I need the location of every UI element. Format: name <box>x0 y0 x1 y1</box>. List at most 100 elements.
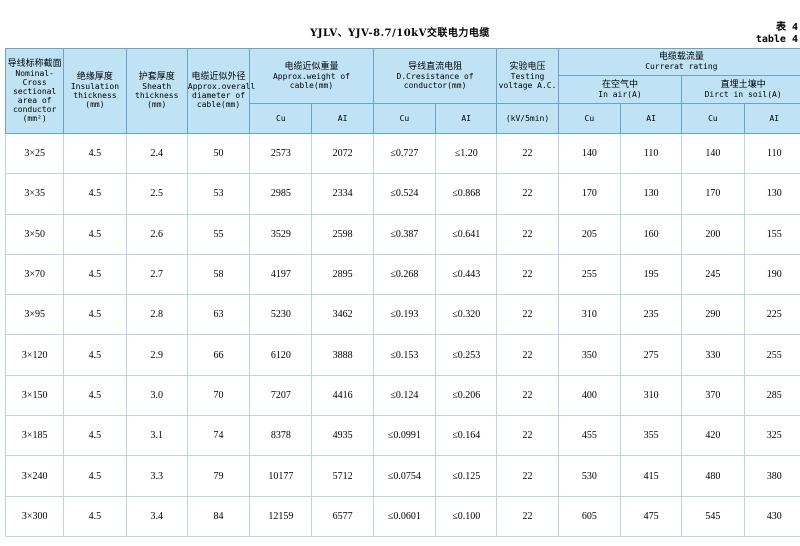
table-cell: 3529 <box>249 213 313 255</box>
table-cell: 2.7 <box>125 253 188 296</box>
table-cell: 235 <box>619 294 683 336</box>
table-cell: 3888 <box>311 334 374 376</box>
table-cell: 4.5 <box>63 495 127 537</box>
table-cell: 3462 <box>311 294 374 336</box>
table-cell: 22 <box>496 213 559 255</box>
table-cell: 3×50 <box>4 213 65 255</box>
table-cell: ≤0.164 <box>435 415 498 457</box>
table-number: 表 4 table 4 <box>755 22 798 45</box>
table-cell: 415 <box>619 455 683 497</box>
table-cell: ≤0.0991 <box>372 415 437 457</box>
table-cell: 2072 <box>311 132 374 175</box>
table-cell: 3×120 <box>4 334 65 376</box>
table-cell: 545 <box>681 495 745 537</box>
table-cell: 2985 <box>249 173 313 215</box>
table-cell: 4.5 <box>63 253 127 296</box>
table-cell: 475 <box>619 495 683 537</box>
table-cell: ≤0.193 <box>372 294 437 336</box>
table-cell: 22 <box>496 173 559 215</box>
table-cell: 2895 <box>311 253 374 296</box>
table-cell: 2.6 <box>125 213 188 255</box>
table-cell: 6577 <box>311 495 374 537</box>
table-cell: ≤0.253 <box>435 334 498 376</box>
table-cell: 5712 <box>311 455 374 497</box>
header-cu: Cu <box>681 103 745 134</box>
table-cell: 4.5 <box>63 334 127 376</box>
table-cell: 2.4 <box>125 132 188 175</box>
table-cell: 2.5 <box>125 173 188 215</box>
table-cell: 22 <box>496 374 559 417</box>
table-cell: 310 <box>619 374 683 417</box>
table-cell: 55 <box>186 213 251 255</box>
table-cell: 3.3 <box>125 455 188 497</box>
table-cell: 22 <box>496 334 559 376</box>
header-weight: 电缆近似重量 Approx.weight of cable(mm) <box>249 48 374 104</box>
table-row: 3×300 4.5 3.4 84 12159 6577 ≤0.0601 ≤0.100 22 605… <box>4 495 800 537</box>
header-voltage-unit: (kV/5min) <box>496 103 559 134</box>
table-cell: ≤0.524 <box>372 173 437 215</box>
table-cell: 245 <box>681 253 745 296</box>
header-air: 在空气中 In air(A) <box>557 75 683 104</box>
table-cell: 3.0 <box>125 374 188 417</box>
table-cell: 3×150 <box>4 374 65 417</box>
table-cell: 140 <box>681 132 745 175</box>
table-cell: 605 <box>557 495 621 537</box>
table-row: 3×70 4.5 2.7 58 4197 2895 ≤0.268 ≤0.443 22 255 195… <box>4 253 800 296</box>
table-cell: 53 <box>186 173 251 215</box>
table-cell: 63 <box>186 294 251 336</box>
header-soil: 直埋土壤中 Dirct in soil(A) <box>681 75 800 104</box>
table-cell: 7207 <box>249 374 313 417</box>
table-cell: ≤0.868 <box>435 173 498 215</box>
table-cell: 110 <box>619 132 683 175</box>
table-cell: 255 <box>743 334 800 376</box>
table-row: 3×35 4.5 2.5 53 2985 2334 ≤0.524 ≤0.868 22 170 130… <box>4 173 800 215</box>
table-cell: 66 <box>186 334 251 376</box>
table-cell: ≤0.320 <box>435 294 498 336</box>
table-cell: ≤0.0601 <box>372 495 437 537</box>
table-cell: 3×35 <box>4 173 65 215</box>
table-cell: 3×240 <box>4 455 65 497</box>
table-cell: 79 <box>186 455 251 497</box>
table-cell: ≤0.641 <box>435 213 498 255</box>
table-cell: 4.5 <box>63 213 127 255</box>
table-cell: 325 <box>743 415 800 457</box>
table-cell: 2334 <box>311 173 374 215</box>
table-cell: 380 <box>743 455 800 497</box>
table-cell: 355 <box>619 415 683 457</box>
table-row: 3×240 4.5 3.3 79 10177 5712 ≤0.0754 ≤0.125 22 530… <box>4 455 800 497</box>
header-current: 电缆载流量 Currerat rating <box>557 48 800 76</box>
table-cell: 3×95 <box>4 294 65 336</box>
table-cell: 2.9 <box>125 334 188 376</box>
table-cell: 4.5 <box>63 294 127 336</box>
table-cell: 155 <box>743 213 800 255</box>
table-cell: 170 <box>557 173 621 215</box>
table-cell: 140 <box>557 132 621 175</box>
header-sheath: 护套厚度 Sheath thickness (mm) <box>125 48 188 134</box>
table-cell: 4.5 <box>63 132 127 175</box>
header-voltage: 实验电压 Testing voltage A.C. <box>496 48 559 104</box>
table-cell: 190 <box>743 253 800 296</box>
table-cell: 430 <box>743 495 800 537</box>
table-cell: ≤0.443 <box>435 253 498 296</box>
table-cell: ≤0.206 <box>435 374 498 417</box>
table-cell: 4.5 <box>63 173 127 215</box>
header-insulation: 绝缘厚度 Insulation thickness (mm) <box>63 48 127 134</box>
table-cell: 370 <box>681 374 745 417</box>
table-cell: 2.8 <box>125 294 188 336</box>
table-cell: 6120 <box>249 334 313 376</box>
table-cell: 22 <box>496 415 559 457</box>
table-cell: 290 <box>681 294 745 336</box>
table-cell: 8378 <box>249 415 313 457</box>
table-cell: 74 <box>186 415 251 457</box>
table-cell: 22 <box>496 455 559 497</box>
table-cell: 330 <box>681 334 745 376</box>
table-row: 3×150 4.5 3.0 70 7207 4416 ≤0.124 ≤0.206 22 400 31… <box>4 374 800 417</box>
table-cell: 195 <box>619 253 683 296</box>
table-cell: 225 <box>743 294 800 336</box>
table-cell: 4.5 <box>63 374 127 417</box>
cable-spec-table: 导线标称截面 Nominal-Cross sectional area of co… <box>4 48 800 537</box>
table-cell: 310 <box>557 294 621 336</box>
table-cell: 84 <box>186 495 251 537</box>
table-cell: ≤1.20 <box>435 132 498 175</box>
table-cell: ≤0.124 <box>372 374 437 417</box>
